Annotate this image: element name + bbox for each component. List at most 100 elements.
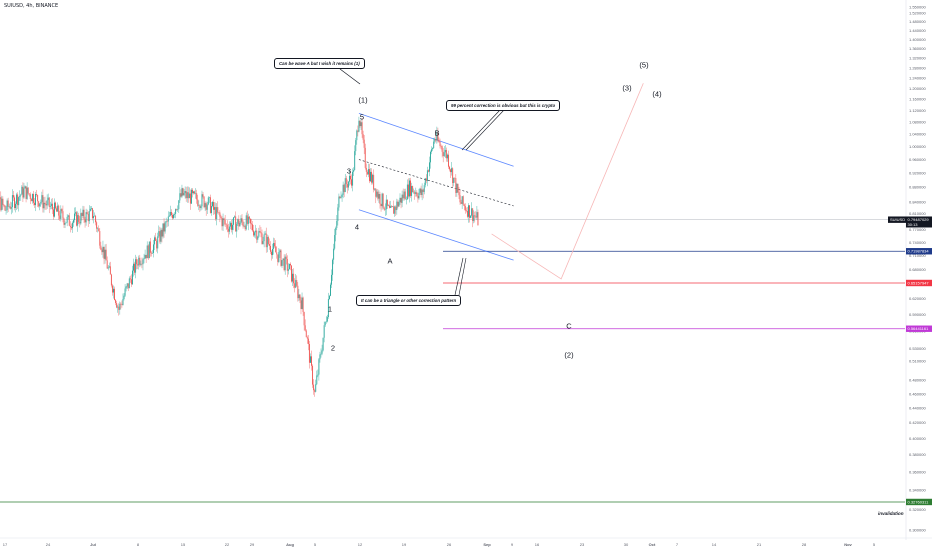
candle-body xyxy=(321,350,323,354)
candle xyxy=(471,202,473,218)
candle xyxy=(229,221,231,230)
candle-body xyxy=(31,193,33,202)
candle-body xyxy=(94,215,95,217)
candle xyxy=(387,204,389,207)
candle xyxy=(94,212,95,217)
candle-body xyxy=(22,186,24,198)
candle xyxy=(117,304,119,313)
candle xyxy=(235,211,237,232)
candle-body xyxy=(394,206,396,214)
candle-body xyxy=(10,207,12,209)
candle-body xyxy=(458,192,460,196)
candle xyxy=(290,262,291,271)
candle xyxy=(185,186,187,202)
candle xyxy=(330,282,331,297)
candle xyxy=(343,183,345,198)
wave-label-1: 1 xyxy=(327,304,333,314)
candle-body xyxy=(395,206,397,211)
candle xyxy=(257,235,259,243)
candle xyxy=(457,183,459,194)
candle xyxy=(422,188,424,199)
candle xyxy=(294,278,296,293)
candle xyxy=(392,205,394,208)
candle xyxy=(163,218,165,238)
candle-body xyxy=(256,230,258,240)
candle-body xyxy=(153,244,154,253)
candle xyxy=(448,150,449,169)
candle xyxy=(24,185,26,189)
candle xyxy=(58,204,60,220)
candle-body xyxy=(90,208,92,209)
candle xyxy=(208,196,210,203)
callout-correction[interactable]: 99 percent correction is obvious but thi… xyxy=(446,100,561,111)
candle xyxy=(308,340,310,369)
candle xyxy=(461,196,463,210)
candle-body xyxy=(174,213,176,215)
candle xyxy=(91,207,93,221)
level-purple-tag xyxy=(906,325,932,332)
candle-body xyxy=(44,202,46,205)
projection-line xyxy=(491,83,644,280)
candle xyxy=(412,185,414,193)
candle xyxy=(269,241,271,255)
candle-body xyxy=(73,220,74,223)
candle xyxy=(288,263,290,270)
candle xyxy=(411,182,413,202)
candle xyxy=(86,209,88,215)
level-red-tag xyxy=(906,279,932,287)
candle xyxy=(69,221,71,233)
candle-body xyxy=(457,183,459,193)
candle-body xyxy=(20,194,22,196)
candle-body xyxy=(262,241,264,244)
candle-body xyxy=(419,188,421,193)
candle-body xyxy=(82,209,84,216)
candle-body xyxy=(40,201,42,204)
candle-body xyxy=(272,248,273,256)
candle-body xyxy=(173,214,174,219)
x-tick-label: 26 xyxy=(447,542,452,547)
candle-body xyxy=(196,193,198,200)
candle xyxy=(90,206,92,211)
candle-body xyxy=(172,215,173,219)
candle xyxy=(202,191,204,199)
y-tick-label: 1.160000 xyxy=(909,97,926,102)
candle xyxy=(391,205,393,209)
candle-body xyxy=(135,259,137,273)
candle-body xyxy=(384,209,386,210)
candle xyxy=(381,192,383,210)
candle xyxy=(218,212,220,215)
candle-body xyxy=(330,284,331,296)
x-tick-label: 28 xyxy=(802,542,807,547)
callout-triangle[interactable]: It can be a triangle or other correction… xyxy=(356,295,462,306)
candle xyxy=(59,210,61,221)
candle-body xyxy=(81,213,83,216)
candle xyxy=(152,249,153,254)
candle-body xyxy=(130,279,132,285)
candle-body xyxy=(449,166,450,170)
candle xyxy=(137,259,139,270)
candle-body xyxy=(426,170,428,182)
candle-body xyxy=(398,202,400,207)
candle xyxy=(128,276,130,289)
candle xyxy=(110,273,112,288)
candle-body xyxy=(340,196,342,198)
candle-body xyxy=(50,203,52,206)
candle-body xyxy=(58,205,60,216)
candle-body xyxy=(38,201,40,207)
candle xyxy=(26,182,28,200)
x-tick-label: 9 xyxy=(511,542,514,547)
candle xyxy=(115,298,117,306)
candle-body xyxy=(152,252,153,254)
candle xyxy=(272,243,273,259)
candle-body xyxy=(412,186,414,193)
callout-wave-a[interactable]: Can be wave A but I wish it remains (1) xyxy=(274,58,365,69)
candle-body xyxy=(205,203,207,210)
candle xyxy=(97,227,99,233)
current-price-value: 0.79487029 xyxy=(908,217,930,222)
candle-body xyxy=(301,297,303,309)
candle-body xyxy=(300,300,302,309)
candle-body xyxy=(42,195,44,209)
candle xyxy=(333,243,335,265)
candle xyxy=(280,248,282,267)
